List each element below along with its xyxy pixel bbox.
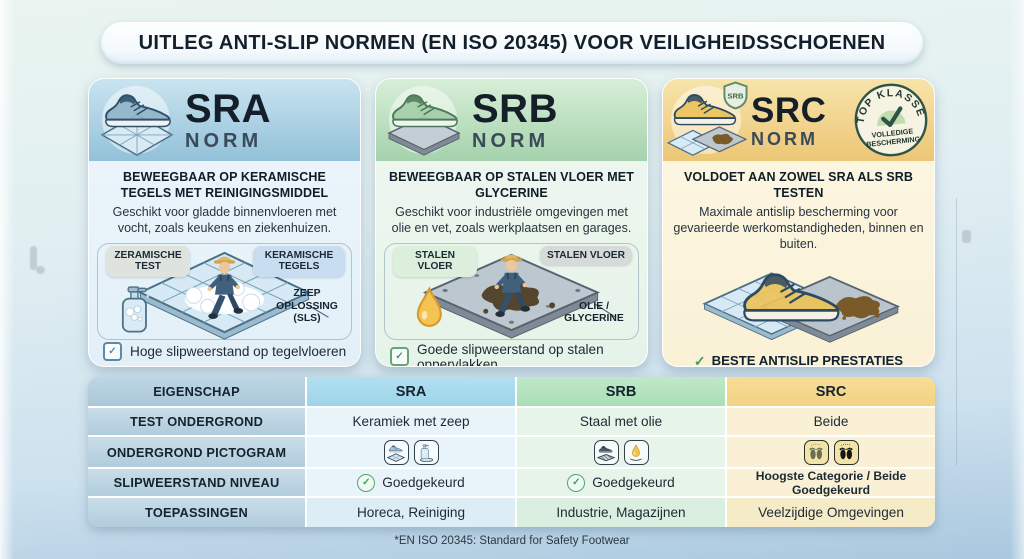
sra-illustration: ZERAMISCHE TEST KERAMISCHE TEGELS ZEEP O… [97, 242, 352, 342]
sra-code: SRA [185, 87, 271, 131]
src-heading: VOLDOET AAN ZOWEL SRA ALS SRB TESTEN [683, 170, 914, 200]
left-smudge-artifact-2 [36, 266, 45, 274]
card-src: SRB SRC NORM TOP KLASSE VOLLEDIGE B [662, 78, 935, 367]
check-icon: ✓ [693, 352, 706, 367]
src-benefits: ✓ BESTE ANTISLIP PRESTATIES ✓ GECOMBINEE… [667, 352, 930, 367]
cell-test-src: Beide [727, 408, 935, 435]
footnote: *EN ISO 20345: Standard for Safety Footw… [394, 535, 630, 547]
page-title: UITLEG ANTI-SLIP NORMEN (EN ISO 20345) V… [138, 31, 886, 54]
sra-heading: BEWEEGBAAR OP KERAMISCHE TEGELS MET REIN… [120, 170, 329, 200]
table-header-eigenschap: EIGENSCHAP [88, 377, 305, 406]
comparison-table: EIGENSCHAP SRA SRB SRC TEST ONDERGROND K… [88, 377, 935, 527]
src-scene [702, 271, 901, 343]
checkbox-icon: ✓ [103, 341, 122, 361]
src-benefit-1: ✓ BESTE ANTISLIP PRESTATIES [693, 352, 903, 367]
svg-text:SRB: SRB [727, 91, 744, 100]
soap-bottle-icon [413, 439, 439, 465]
right-edge-highlight [1010, 0, 1024, 559]
combo-base-icon [667, 126, 747, 156]
srb-benefit-text: Goede slipweerstand op stalen oppervlakk… [417, 341, 604, 367]
cell-slip-src: Hoogste Categorie / Beide Goedgekeurd [727, 469, 935, 497]
srb-label-steel-floor-right: STALEN VLOER [540, 245, 632, 266]
card-sra: SRA NORM BEWEEGBAAR OP KERAMISCHE TEGELS… [88, 78, 361, 367]
row-label-test-ondergrond: TEST ONDERGROND [88, 408, 305, 435]
oil-drop-icon [623, 439, 649, 465]
approved-check-icon: ✓ [567, 473, 586, 492]
src-shoe-illustration: SRB [663, 79, 751, 161]
footprints-dark-icon [833, 439, 859, 465]
table-header-sra: SRA [307, 377, 515, 406]
srb-heading: BEWEEGBAAR OP STALEN VLOER MET GLYCERINE [389, 170, 634, 200]
sra-label-ceramic-test: ZERAMISCHE TEST [106, 245, 190, 278]
cell-test-sra: Keramiek met zeep [307, 408, 515, 435]
table-header-srb: SRB [517, 377, 725, 406]
src-card-header: SRB SRC NORM TOP KLASSE VOLLEDIGE B [663, 79, 934, 161]
left-edge-highlight [0, 0, 14, 559]
row-label-toepassingen: TOEPASSINGEN [88, 498, 305, 527]
srb-description: Geschikt voor industriële omgevingen met… [391, 205, 632, 235]
cell-pictogram-src [727, 437, 935, 467]
cell-slip-sra: ✓ Goedgekeurd [307, 469, 515, 496]
shoe-on-tile-icon [383, 439, 409, 465]
norm-cards-row: SRA NORM BEWEEGBAAR OP KERAMISCHE TEGELS… [88, 78, 936, 367]
sra-shoe-illustration [89, 79, 185, 161]
right-hairline-artifact [956, 198, 957, 466]
cell-slip-srb: ✓ Goedgekeurd [517, 469, 725, 496]
cell-pictogram-sra [307, 437, 515, 467]
row-label-slipweerstand: SLIPWEERSTAND NIVEAU [88, 469, 305, 496]
sra-description: Geschikt voor gladde binnenvloeren met v… [112, 205, 337, 235]
srb-norm-label: NORM [472, 130, 550, 152]
cell-pictogram-srb [517, 437, 725, 467]
right-smudge-artifact [962, 230, 971, 243]
cell-test-srb: Staal met olie [517, 408, 725, 435]
src-description: Maximale antislip bescherming voor gevar… [673, 205, 924, 251]
table-header-src: SRC [727, 377, 935, 406]
title-banner: UITLEG ANTI-SLIP NORMEN (EN ISO 20345) V… [101, 22, 923, 64]
svg-text:VOLLEDIGE: VOLLEDIGE [871, 126, 914, 139]
sra-benefit: ✓ Hoge slipweerstand op tegelvloeren [103, 341, 360, 361]
src-code: SRC [751, 90, 827, 130]
sra-label-soap-solution: ZEEP OPLOSSING (SLS) [276, 288, 338, 325]
shoe-on-steel-icon [593, 439, 619, 465]
checkbox-icon: ✓ [390, 347, 409, 366]
srb-illustration: STALEN VLOER STALEN VLOER OLIE / GLYCERI… [384, 242, 639, 342]
card-srb: SRB NORM BEWEEGBAAR OP STALEN VLOER MET … [375, 78, 648, 367]
top-klasse-badge: TOP KLASSE VOLLEDIGE BESCHERMING [852, 83, 928, 157]
src-norm-label: NORM [751, 128, 818, 149]
cell-toepassing-src: Veelzijdige Omgevingen [727, 498, 935, 527]
srb-code: SRB [472, 87, 558, 131]
src-illustration [671, 259, 926, 353]
srb-benefit: ✓ Goede slipweerstand op stalen oppervla… [390, 341, 647, 367]
sra-shoe-icon [100, 87, 176, 131]
srb-label-oil-glycerine: OLIE / GLYCERINE [564, 300, 624, 325]
srb-shoe-illustration [376, 79, 472, 161]
illustration-frame [384, 242, 639, 340]
left-smudge-artifact [30, 246, 37, 270]
row-label-pictogram: ONDERGROND PICTOGRAM [88, 437, 305, 467]
srb-shield-badge: SRB [723, 81, 748, 110]
srb-shoe-icon [387, 87, 463, 131]
approved-check-icon: ✓ [357, 473, 376, 492]
sra-label-ceramic-tiles: KERAMISCHE TEGELS [253, 245, 345, 278]
sra-benefit-text: Hoge slipweerstand op tegelvloeren [130, 343, 347, 359]
cell-toepassing-sra: Horeca, Reiniging [307, 498, 515, 527]
sra-norm-label: NORM [185, 130, 263, 152]
footprints-icon [803, 439, 829, 465]
srb-card-header: SRB NORM [376, 79, 647, 161]
sra-card-header: SRA NORM [89, 79, 360, 161]
cell-toepassing-srb: Industrie, Magazijnen [517, 498, 725, 527]
srb-label-steel-floor-left: STALEN VLOER [393, 245, 477, 278]
